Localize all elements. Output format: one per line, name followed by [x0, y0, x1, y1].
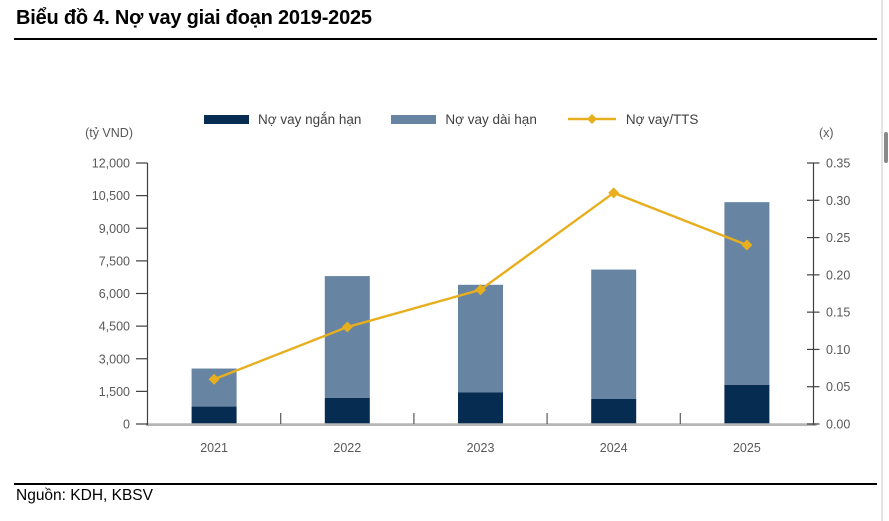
x-axis-label-2025: 2025 — [733, 441, 761, 455]
y-axis-left-tick-label: 1,500 — [99, 385, 130, 399]
source-note: Nguồn: KDH, KBSV — [16, 487, 153, 504]
footer-rule — [14, 483, 877, 485]
legend-label-short-term: Nợ vay ngắn hạn — [258, 111, 362, 127]
ratio-line-marker-2025 — [741, 239, 753, 251]
bar-short-term-2024 — [591, 398, 637, 425]
bar-long-term-2023 — [458, 284, 503, 393]
y-axis-left-title: (tỷ VND) — [85, 126, 133, 140]
ratio-line-marker-2023 — [475, 284, 486, 296]
legend-label-long-term: Nợ vay dài hạn — [445, 111, 537, 127]
y-axis-left-tick-label: 10,500 — [92, 189, 130, 203]
legend-item-long-term-debt: Nợ vay dài hạn — [391, 111, 537, 127]
bar-short-term-2025 — [724, 384, 770, 425]
ratio-line-marker-2021 — [208, 373, 220, 385]
chart-legend: Nợ vay ngắn hạn Nợ vay dài hạn Nợ vay/TT… — [204, 108, 698, 130]
bar-short-term-2023 — [458, 392, 503, 425]
legend-label-ratio: Nợ vay/TTS — [625, 111, 699, 127]
y-axis-right-tick-label: 0.15 — [826, 306, 850, 320]
x-axis-label-2021: 2021 — [200, 441, 228, 455]
y-axis-left-tick-label: 4,500 — [99, 320, 130, 334]
bar-long-term-2025 — [724, 202, 770, 385]
ratio-line-marker-2024 — [608, 187, 620, 199]
long-term-bar-swatch-icon — [391, 114, 437, 124]
x-axis-label-2023: 2023 — [467, 441, 495, 455]
x-axis-label-2022: 2022 — [333, 441, 361, 455]
y-axis-left-tick-label: 7,500 — [99, 254, 130, 268]
diamond-marker-icon — [586, 114, 597, 124]
scrollbar-thumb[interactable] — [884, 132, 888, 163]
scrollbar-track[interactable] — [881, 0, 883, 521]
legend-item-ratio: Nợ vay/TTS — [567, 111, 699, 127]
bar-short-term-2021 — [191, 406, 237, 425]
y-axis-right-tick-label: 0.10 — [826, 343, 850, 357]
y-axis-left-tick-label: 0 — [123, 418, 130, 432]
y-axis-left-tick-label: 9,000 — [99, 222, 130, 236]
legend-item-short-term-debt: Nợ vay ngắn hạn — [204, 112, 361, 127]
y-axis-right-tick-label: 0.25 — [826, 231, 850, 245]
bar-short-term-2022 — [324, 397, 370, 425]
title-underline — [14, 38, 877, 40]
y-axis-right-tick-label: 0.30 — [826, 194, 850, 208]
y-axis-left-tick-label: 3,000 — [99, 352, 130, 366]
x-axis-label-2024: 2024 — [600, 441, 628, 455]
y-axis-right-tick-label: 0.05 — [826, 380, 850, 394]
y-axis-right-tick-label: 0.35 — [826, 157, 850, 171]
ratio-line-swatch-icon — [567, 114, 616, 124]
bar-long-term-2024 — [591, 269, 637, 399]
short-term-bar-swatch-icon — [204, 114, 249, 124]
bar-long-term-2022 — [324, 276, 370, 398]
y-axis-left-tick-label: 6,000 — [99, 287, 130, 301]
y-axis-left-tick-label: 12,000 — [92, 157, 130, 171]
y-axis-right-tick-label: 0.00 — [826, 418, 850, 432]
chart-title: Biểu đồ 4. Nợ vay giai đoạn 2019-2025 — [16, 7, 372, 29]
y-axis-right-tick-label: 0.20 — [826, 268, 850, 282]
ratio-line-marker-2022 — [341, 321, 353, 333]
y-axis-right-title: (x) — [819, 126, 834, 140]
